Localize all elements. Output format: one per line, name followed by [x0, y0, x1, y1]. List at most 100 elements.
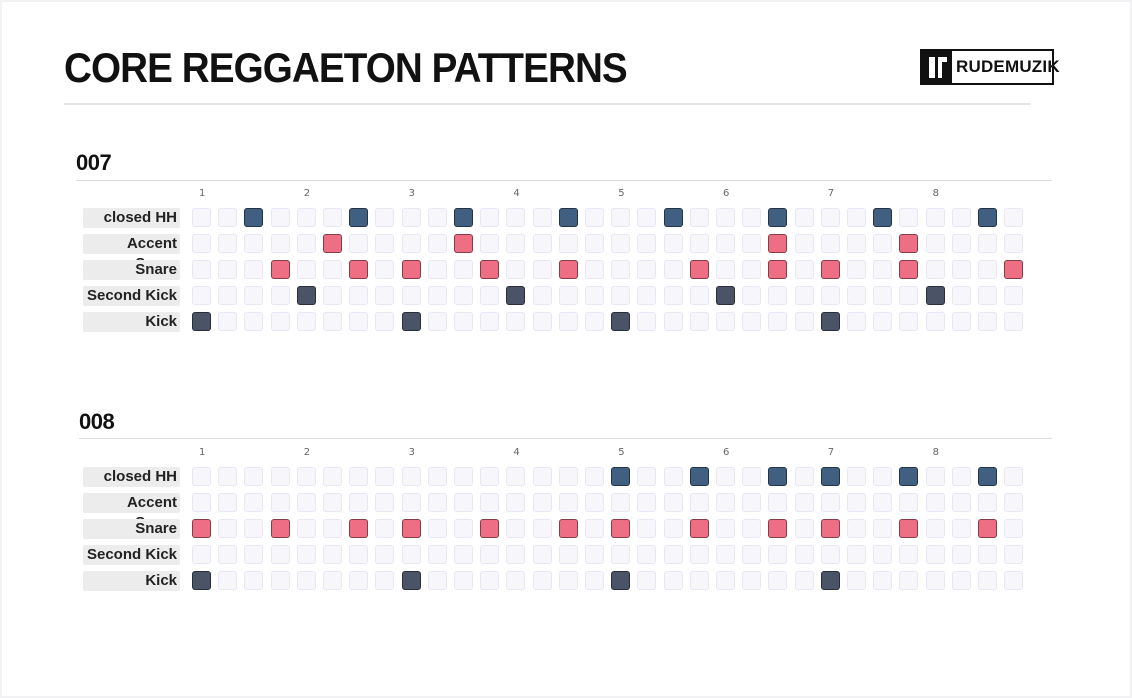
step-inactive[interactable]	[951, 286, 971, 305]
step-inactive[interactable]	[978, 312, 997, 331]
step-inactive[interactable]	[480, 286, 500, 305]
step-inactive[interactable]	[323, 286, 342, 305]
step-inactive[interactable]	[192, 286, 211, 305]
step-inactive[interactable]	[218, 208, 238, 227]
step-inactive[interactable]	[716, 571, 735, 590]
step-inactive[interactable]	[323, 467, 342, 486]
step-inactive[interactable]	[611, 493, 631, 512]
step-inactive[interactable]	[978, 234, 997, 253]
step-active[interactable]	[689, 260, 709, 279]
step-inactive[interactable]	[218, 519, 238, 538]
step-inactive[interactable]	[978, 545, 997, 564]
step-inactive[interactable]	[270, 234, 290, 253]
step-inactive[interactable]	[296, 312, 316, 331]
step-inactive[interactable]	[847, 312, 866, 331]
step-inactive[interactable]	[689, 234, 709, 253]
step-inactive[interactable]	[951, 260, 971, 279]
step-inactive[interactable]	[611, 286, 631, 305]
step-inactive[interactable]	[558, 493, 578, 512]
step-inactive[interactable]	[663, 545, 683, 564]
step-inactive[interactable]	[454, 545, 473, 564]
step-inactive[interactable]	[1004, 467, 1024, 486]
step-inactive[interactable]	[323, 545, 342, 564]
step-inactive[interactable]	[558, 286, 578, 305]
step-inactive[interactable]	[532, 545, 552, 564]
step-inactive[interactable]	[768, 545, 788, 564]
step-inactive[interactable]	[270, 545, 290, 564]
step-inactive[interactable]	[192, 208, 211, 227]
step-inactive[interactable]	[820, 234, 840, 253]
step-inactive[interactable]	[663, 467, 683, 486]
step-inactive[interactable]	[192, 545, 211, 564]
step-inactive[interactable]	[375, 545, 395, 564]
step-inactive[interactable]	[637, 571, 657, 590]
step-inactive[interactable]	[1004, 234, 1024, 253]
step-inactive[interactable]	[585, 519, 604, 538]
step-inactive[interactable]	[925, 545, 945, 564]
step-active[interactable]	[820, 519, 840, 538]
step-inactive[interactable]	[925, 467, 945, 486]
step-inactive[interactable]	[401, 234, 421, 253]
step-inactive[interactable]	[296, 493, 316, 512]
step-active[interactable]	[820, 260, 840, 279]
step-inactive[interactable]	[742, 545, 762, 564]
step-active[interactable]	[899, 260, 919, 279]
step-inactive[interactable]	[506, 545, 526, 564]
step-inactive[interactable]	[323, 208, 342, 227]
step-inactive[interactable]	[847, 208, 866, 227]
step-inactive[interactable]	[296, 571, 316, 590]
step-inactive[interactable]	[296, 234, 316, 253]
step-inactive[interactable]	[506, 260, 526, 279]
step-inactive[interactable]	[244, 545, 264, 564]
step-inactive[interactable]	[925, 260, 945, 279]
step-inactive[interactable]	[375, 208, 395, 227]
step-inactive[interactable]	[873, 519, 893, 538]
step-inactive[interactable]	[532, 286, 552, 305]
step-active[interactable]	[978, 467, 997, 486]
step-inactive[interactable]	[480, 312, 500, 331]
step-active[interactable]	[558, 519, 578, 538]
step-inactive[interactable]	[820, 286, 840, 305]
step-inactive[interactable]	[951, 234, 971, 253]
step-inactive[interactable]	[480, 467, 500, 486]
step-inactive[interactable]	[847, 545, 866, 564]
step-active[interactable]	[192, 571, 211, 590]
step-inactive[interactable]	[427, 312, 447, 331]
step-inactive[interactable]	[768, 286, 788, 305]
step-inactive[interactable]	[454, 467, 473, 486]
step-inactive[interactable]	[951, 493, 971, 512]
step-inactive[interactable]	[768, 571, 788, 590]
step-inactive[interactable]	[454, 286, 473, 305]
step-inactive[interactable]	[532, 519, 552, 538]
step-inactive[interactable]	[637, 234, 657, 253]
step-inactive[interactable]	[1004, 545, 1024, 564]
step-inactive[interactable]	[794, 571, 814, 590]
step-inactive[interactable]	[925, 571, 945, 590]
step-inactive[interactable]	[820, 545, 840, 564]
step-active[interactable]	[454, 208, 473, 227]
step-inactive[interactable]	[925, 208, 945, 227]
step-inactive[interactable]	[480, 208, 500, 227]
step-inactive[interactable]	[716, 545, 735, 564]
step-active[interactable]	[401, 260, 421, 279]
step-active[interactable]	[270, 260, 290, 279]
step-inactive[interactable]	[558, 234, 578, 253]
step-inactive[interactable]	[585, 467, 604, 486]
step-inactive[interactable]	[244, 493, 264, 512]
step-inactive[interactable]	[244, 286, 264, 305]
step-inactive[interactable]	[296, 260, 316, 279]
step-inactive[interactable]	[270, 208, 290, 227]
step-inactive[interactable]	[558, 571, 578, 590]
step-active[interactable]	[244, 208, 264, 227]
step-inactive[interactable]	[401, 208, 421, 227]
step-inactive[interactable]	[847, 260, 866, 279]
step-inactive[interactable]	[978, 571, 997, 590]
step-inactive[interactable]	[847, 467, 866, 486]
step-active[interactable]	[454, 234, 473, 253]
step-inactive[interactable]	[375, 286, 395, 305]
step-active[interactable]	[716, 286, 735, 305]
step-inactive[interactable]	[218, 571, 238, 590]
step-inactive[interactable]	[532, 208, 552, 227]
step-inactive[interactable]	[742, 234, 762, 253]
step-inactive[interactable]	[847, 234, 866, 253]
